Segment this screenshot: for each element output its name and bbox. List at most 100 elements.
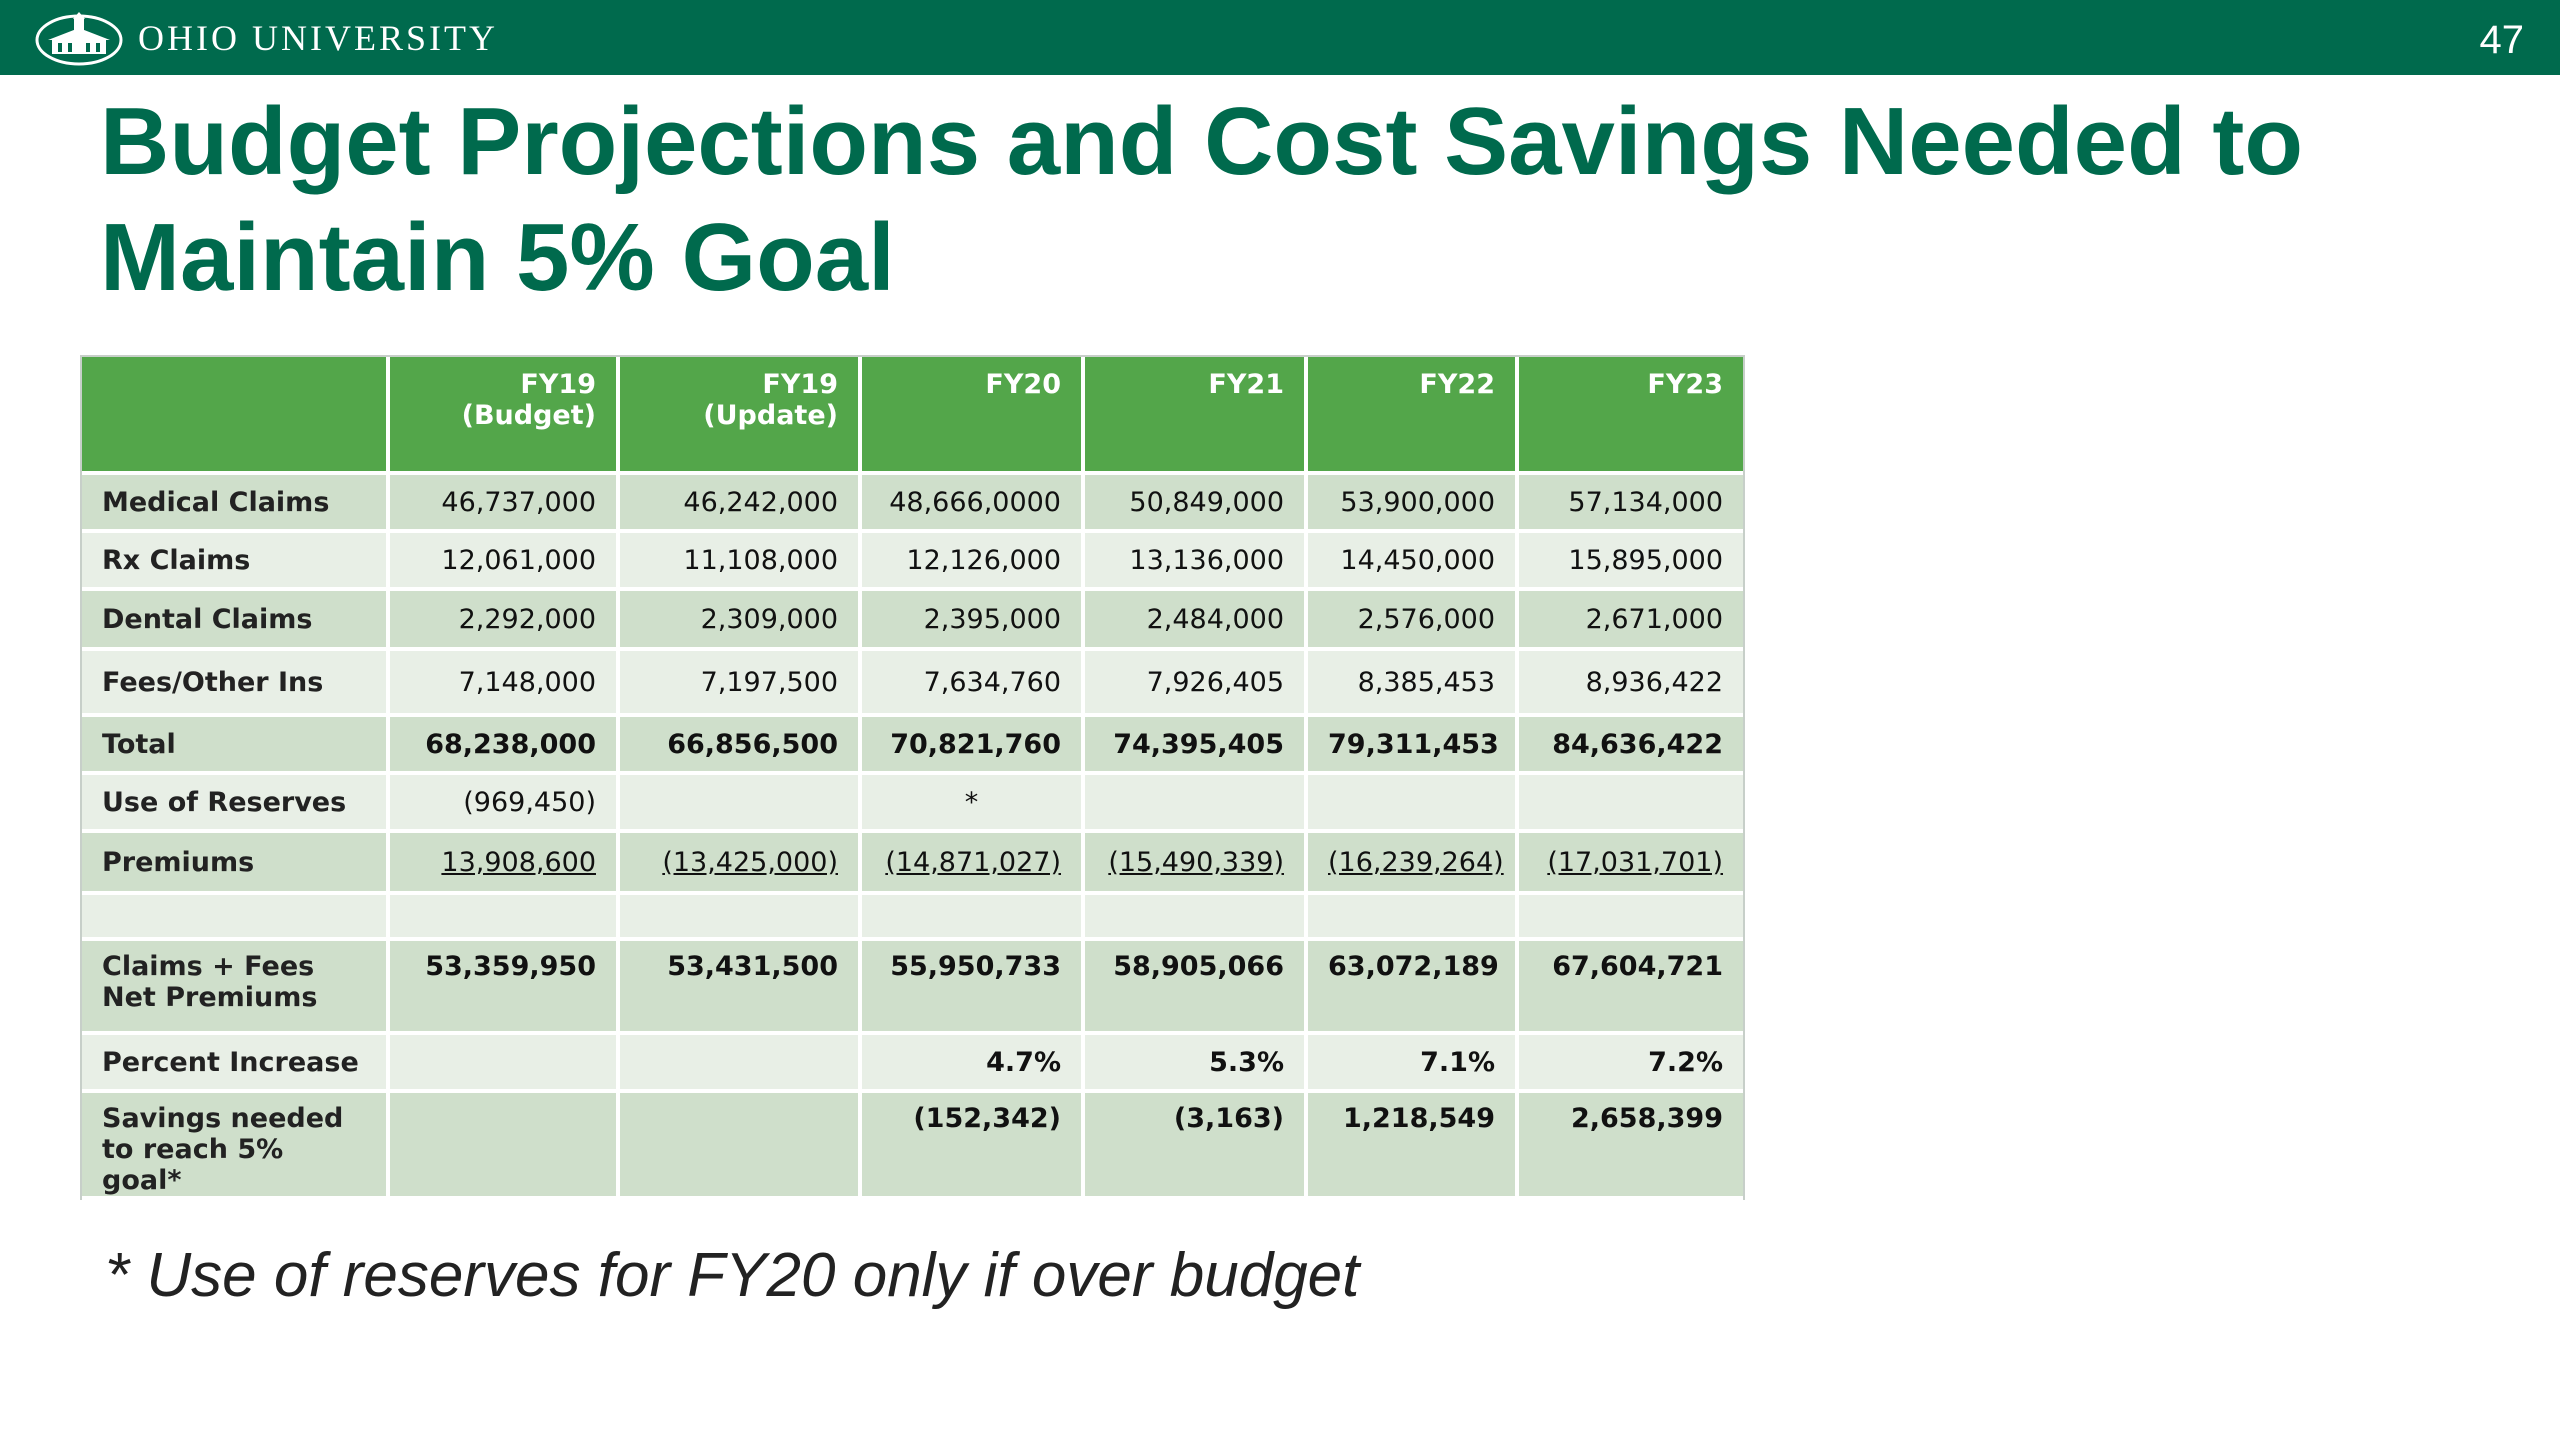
- table-cell: 53,359,950: [388, 939, 620, 1035]
- row-label: Claims + Fees Net Premiums: [82, 939, 390, 1035]
- column-header: FY22: [1306, 357, 1519, 475]
- table-cell: 63,072,189: [1306, 939, 1519, 1035]
- table-cell: [388, 893, 620, 941]
- table-cell: [618, 773, 862, 833]
- table-cell: 7,197,500: [618, 649, 862, 717]
- row-label: [82, 893, 390, 941]
- table-cell: [618, 1033, 862, 1093]
- column-header: FY19 (Update): [618, 357, 862, 475]
- table-cell: 2,671,000: [1517, 589, 1743, 651]
- top-banner: OHIO UNIVERSITY 47: [0, 0, 2560, 75]
- table-cell: 57,134,000: [1517, 473, 1743, 533]
- table-cell: 84,636,422: [1517, 715, 1743, 775]
- table-cell: [618, 1091, 862, 1200]
- slide-number: 47: [2479, 18, 2525, 62]
- table-cell: (16,239,264): [1306, 831, 1519, 895]
- table-row: Dental Claims 2,292,000 2,309,000 2,395,…: [82, 589, 1743, 651]
- column-header: [82, 357, 390, 475]
- row-label: Total: [82, 715, 390, 775]
- table-cell: (969,450): [388, 773, 620, 833]
- table-cell: 46,737,000: [388, 473, 620, 533]
- table-cell: 7.2%: [1517, 1033, 1743, 1093]
- table-cell: 2,658,399: [1517, 1091, 1743, 1200]
- table-cell: [1083, 893, 1308, 941]
- table-cell: 8,385,453: [1306, 649, 1519, 717]
- table-cell: 66,856,500: [618, 715, 862, 775]
- table-cell: 58,905,066: [1083, 939, 1308, 1035]
- table-cell: [388, 1033, 620, 1093]
- column-header: FY20: [860, 357, 1085, 475]
- row-label: Dental Claims: [82, 589, 390, 651]
- table-cell: 53,900,000: [1306, 473, 1519, 533]
- table-cell: [1517, 893, 1743, 941]
- table-cell: (3,163): [1083, 1091, 1308, 1200]
- table-cell: 2,292,000: [388, 589, 620, 651]
- column-header: FY19 (Budget): [388, 357, 620, 475]
- table-row: Claims + Fees Net Premiums 53,359,950 53…: [82, 939, 1743, 1035]
- table-cell: 70,821,760: [860, 715, 1085, 775]
- row-label: Percent Increase: [82, 1033, 390, 1093]
- table-cell: (14,871,027): [860, 831, 1085, 895]
- table-row: Rx Claims 12,061,000 11,108,000 12,126,0…: [82, 531, 1743, 591]
- table-cell: 1,218,549: [1306, 1091, 1519, 1200]
- table-cell: (17,031,701): [1517, 831, 1743, 895]
- university-logo: OHIO UNIVERSITY: [34, 10, 498, 66]
- slide-title: Budget Projections and Cost Savings Need…: [100, 88, 2303, 311]
- table-cell: 7,148,000: [388, 649, 620, 717]
- table-cell: 14,450,000: [1306, 531, 1519, 591]
- university-name: OHIO UNIVERSITY: [138, 18, 498, 58]
- table-cell: [860, 893, 1085, 941]
- table-cell: 55,950,733: [860, 939, 1085, 1035]
- table-cell: 8,936,422: [1517, 649, 1743, 717]
- row-label: Savings needed to reach 5% goal*: [82, 1091, 390, 1200]
- table-cell: 7,926,405: [1083, 649, 1308, 717]
- budget-table: FY19 (Budget) FY19 (Update) FY20 FY21 FY…: [82, 357, 1743, 1200]
- table-cell: 53,431,500: [618, 939, 862, 1035]
- footnote: * Use of reserves for FY20 only if over …: [105, 1241, 1360, 1310]
- table-cell: 2,309,000: [618, 589, 862, 651]
- row-label: Medical Claims: [82, 473, 390, 533]
- column-header: FY23: [1517, 357, 1743, 475]
- table-cell: (13,425,000): [618, 831, 862, 895]
- row-label: Premiums: [82, 831, 390, 895]
- table-cell: 2,484,000: [1083, 589, 1308, 651]
- table-cell: [1517, 773, 1743, 833]
- table-cell: [618, 893, 862, 941]
- table-cell: 79,311,453: [1306, 715, 1519, 775]
- table-cell: 13,908,600: [388, 831, 620, 895]
- table-cell: 13,136,000: [1083, 531, 1308, 591]
- building-dome-icon: [35, 12, 123, 66]
- table-cell: [1306, 773, 1519, 833]
- table-row: Percent Increase 4.7% 5.3% 7.1% 7.2%: [82, 1033, 1743, 1093]
- row-label: Fees/Other Ins: [82, 649, 390, 717]
- table-cell: 2,395,000: [860, 589, 1085, 651]
- table-cell: 5.3%: [1083, 1033, 1308, 1093]
- table-cell: [388, 1091, 620, 1200]
- table-row: Medical Claims 46,737,000 46,242,000 48,…: [82, 473, 1743, 533]
- table-cell: 50,849,000: [1083, 473, 1308, 533]
- table-cell: [1306, 893, 1519, 941]
- table-cell: 7,634,760: [860, 649, 1085, 717]
- row-label: Use of Reserves: [82, 773, 390, 833]
- table-cell: 46,242,000: [618, 473, 862, 533]
- table-header-row: FY19 (Budget) FY19 (Update) FY20 FY21 FY…: [82, 357, 1743, 475]
- table-cell: 12,061,000: [388, 531, 620, 591]
- table-cell: 67,604,721: [1517, 939, 1743, 1035]
- table-cell: 7.1%: [1306, 1033, 1519, 1093]
- table-row: Savings needed to reach 5% goal* (152,34…: [82, 1091, 1743, 1200]
- table-cell: (152,342): [860, 1091, 1085, 1200]
- row-label: Rx Claims: [82, 531, 390, 591]
- table-cell: 11,108,000: [618, 531, 862, 591]
- table-row: Use of Reserves (969,450) *: [82, 773, 1743, 833]
- table-cell: 2,576,000: [1306, 589, 1519, 651]
- table-cell: (15,490,339): [1083, 831, 1308, 895]
- table-row: Premiums 13,908,600 (13,425,000) (14,871…: [82, 831, 1743, 895]
- table-cell: *: [860, 773, 1085, 833]
- table-cell: 48,666,0000: [860, 473, 1085, 533]
- table-cell: 4.7%: [860, 1033, 1085, 1093]
- table-cell: 74,395,405: [1083, 715, 1308, 775]
- table-row: Fees/Other Ins 7,148,000 7,197,500 7,634…: [82, 649, 1743, 717]
- column-header: FY21: [1083, 357, 1308, 475]
- budget-table-container: FY19 (Budget) FY19 (Update) FY20 FY21 FY…: [80, 355, 1745, 1200]
- table-row-spacer: [82, 893, 1743, 941]
